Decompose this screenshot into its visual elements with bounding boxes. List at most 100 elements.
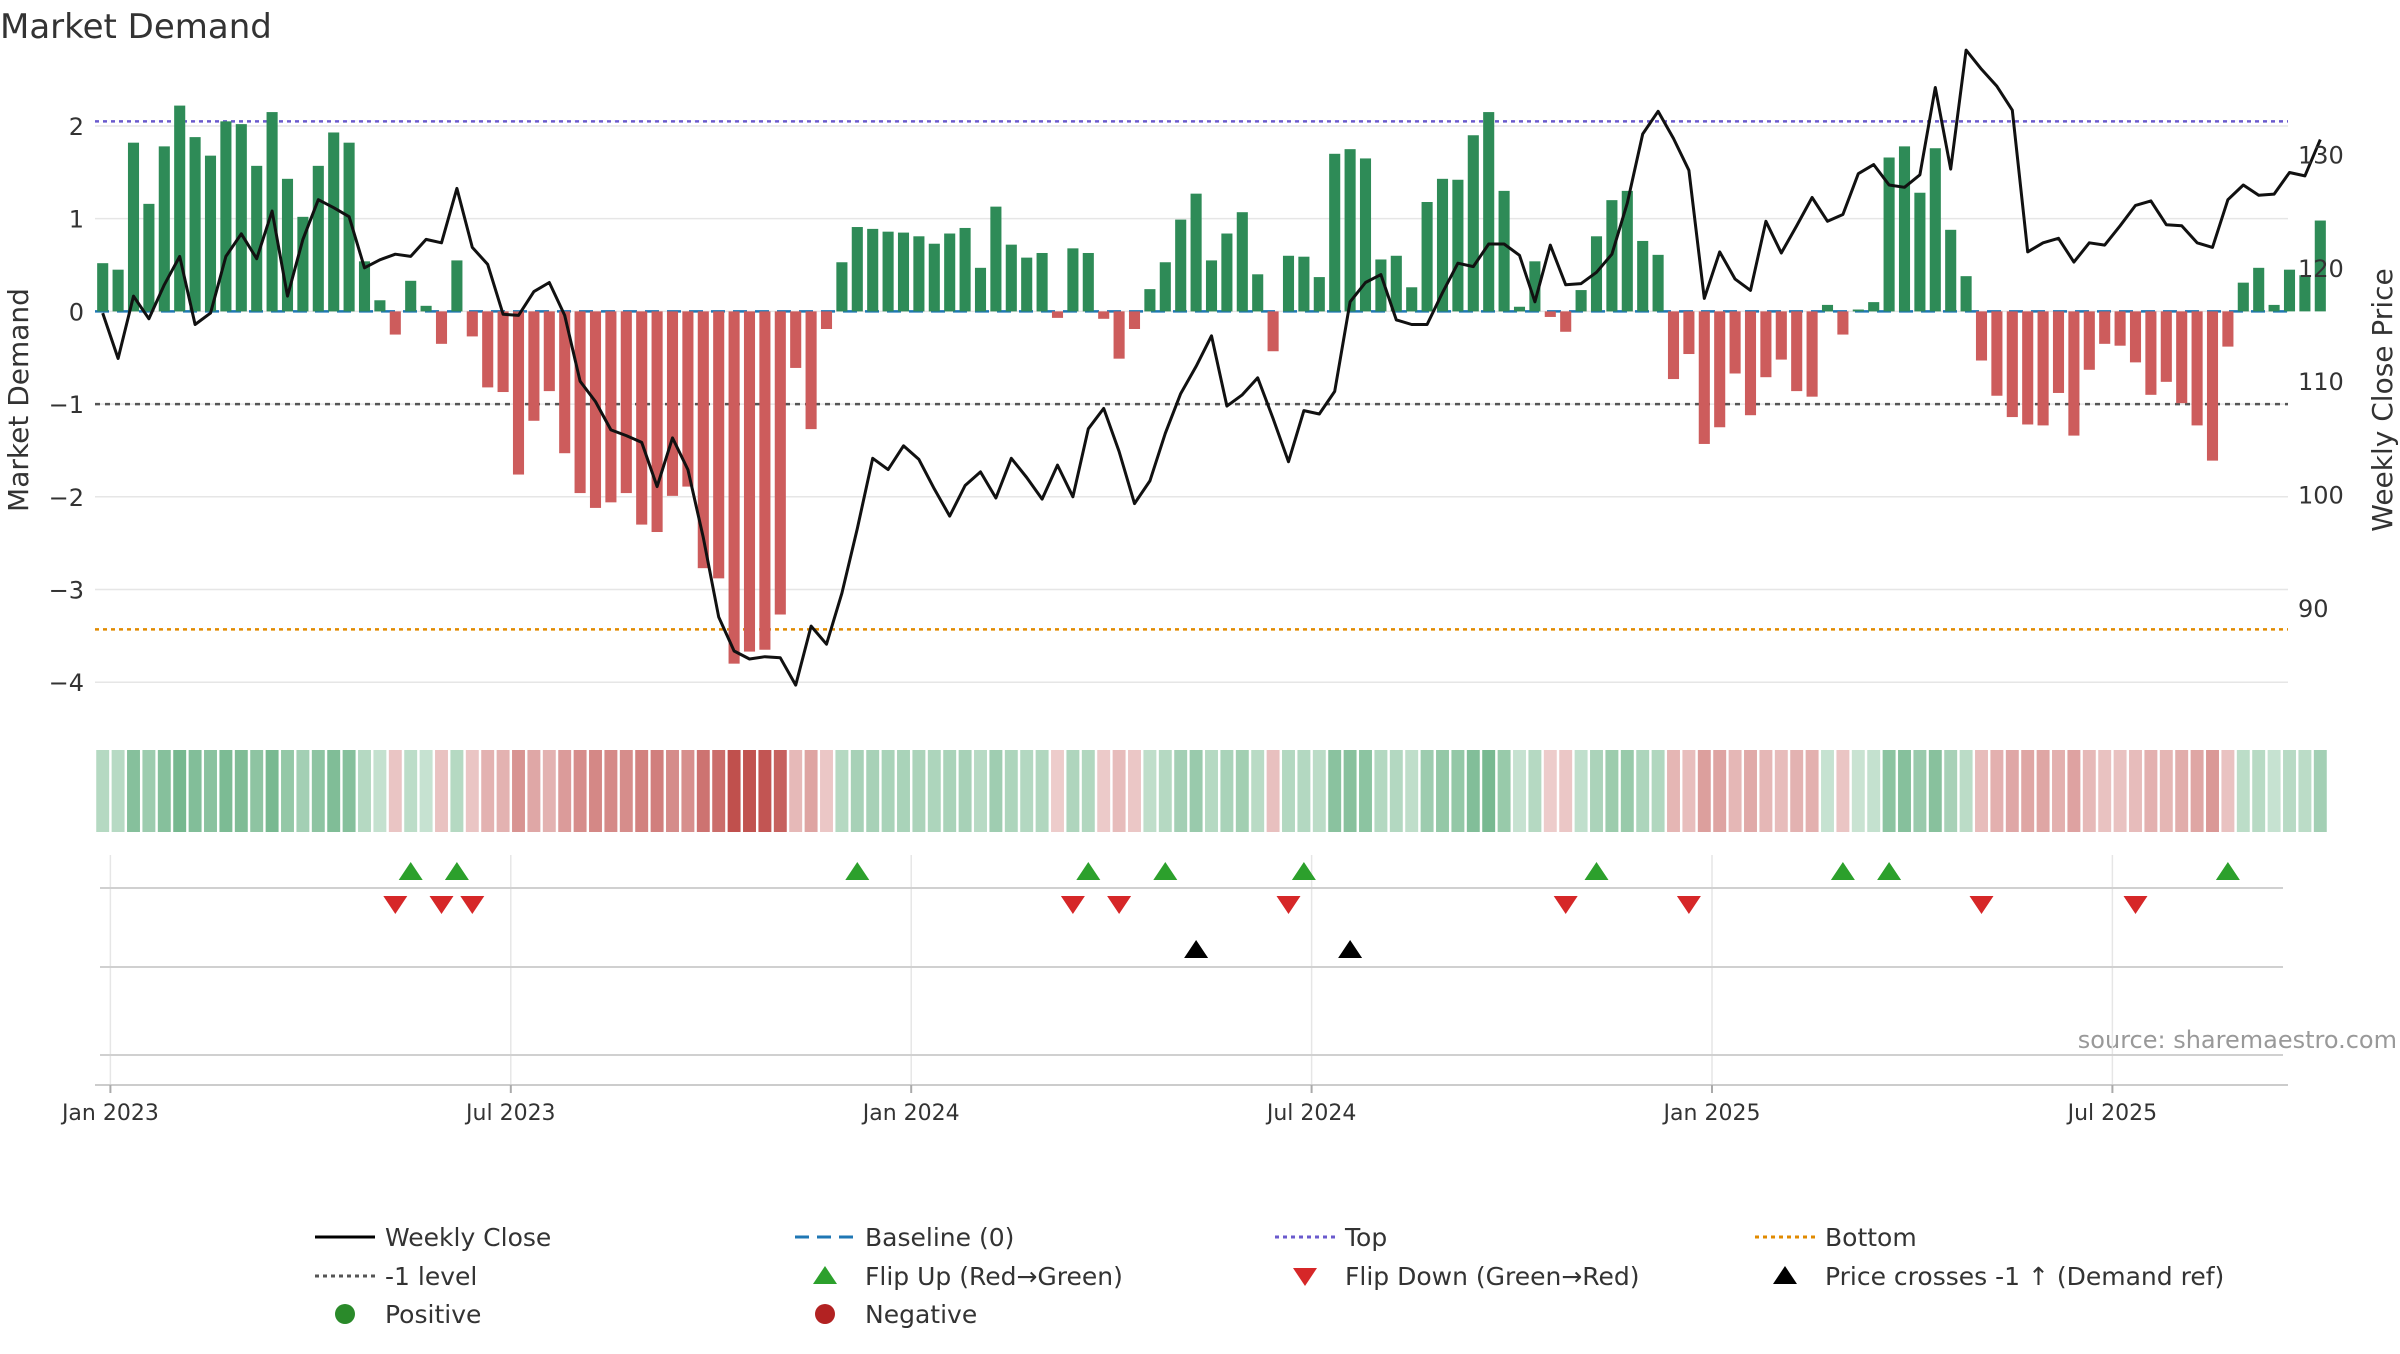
heat-cell (1174, 750, 1188, 832)
demand-bar (1144, 289, 1156, 312)
demand-bar (1406, 287, 1418, 312)
demand-bar (2206, 311, 2219, 461)
heat-cell (1882, 750, 1896, 832)
demand-bar (2129, 311, 2142, 363)
demand-bar (1513, 306, 1526, 312)
demand-bar (2237, 282, 2249, 312)
flip-down-marker (2123, 896, 2148, 914)
heat-cell (2175, 750, 2189, 832)
y-left-tick-label: 1 (69, 206, 84, 234)
demand-bar (451, 260, 463, 312)
flip-down-marker (383, 896, 408, 914)
heat-cell (1667, 750, 1680, 832)
demand-bar (1067, 248, 1079, 312)
demand-bar (1175, 219, 1187, 312)
heat-cell (820, 750, 833, 832)
x-tick-label: Jul 2023 (464, 1101, 556, 1126)
demand-bar (2114, 311, 2126, 346)
heat-cell (2190, 750, 2204, 832)
legend-swatch-triangle-up (1773, 1266, 1797, 1284)
heat-cell (1436, 750, 1449, 832)
heat-cell (465, 750, 479, 832)
heat-cell (1744, 750, 1757, 832)
heat-cell (1112, 750, 1126, 832)
heat-cell (850, 750, 864, 832)
heat-cell (558, 750, 572, 832)
event-markers (100, 862, 2283, 1056)
heat-cell (1774, 750, 1788, 832)
demand-bar (2253, 267, 2265, 312)
demand-bar (1113, 311, 1125, 359)
demand-bar (1837, 311, 1849, 335)
heat-cell (743, 750, 756, 832)
chart-title: Market Demand (0, 7, 272, 47)
heat-cell (912, 750, 926, 832)
demand-bar (1282, 255, 1295, 312)
demand-bar (1128, 311, 1141, 329)
heat-cell (635, 750, 649, 832)
heat-cell (496, 750, 510, 832)
heat-cell (2236, 750, 2250, 832)
heat-cell (1389, 750, 1403, 832)
demand-bar (820, 311, 833, 329)
demand-bar (897, 232, 910, 312)
demand-bar (1036, 252, 1048, 312)
demand-bar (2052, 311, 2065, 393)
demand-bar (1436, 178, 1449, 312)
heat-cell (1867, 750, 1881, 832)
y-left-tick-label: −3 (49, 576, 84, 604)
heat-cell (1235, 750, 1249, 832)
heat-cell (281, 750, 294, 832)
heat-cell (1266, 750, 1280, 832)
demand-bar (112, 269, 124, 312)
heat-cell (1574, 750, 1588, 832)
heat-cell (419, 750, 433, 832)
heat-cell (712, 750, 726, 832)
heat-cell (2082, 750, 2096, 832)
demand-bar (713, 311, 725, 579)
demand-bar (1159, 262, 1171, 312)
heat-cell (542, 750, 556, 832)
demand-bar (420, 305, 432, 312)
demand-bar (2160, 311, 2172, 382)
demand-bar (1929, 148, 1941, 312)
demand-bar (559, 311, 571, 454)
demand-bar (2022, 311, 2034, 425)
price-series (101, 48, 2322, 687)
demand-bar (389, 311, 401, 335)
demand-bar (1821, 304, 1834, 312)
heat-cell (1189, 750, 1203, 832)
heat-cell (250, 750, 264, 832)
demand-bar (1744, 311, 1757, 416)
y-left-tick-label: −2 (49, 484, 84, 512)
legend-label: Top (1344, 1223, 1387, 1252)
demand-bar (1390, 255, 1402, 312)
demand-bar (158, 146, 170, 312)
demand-bar (1791, 311, 1803, 392)
flip-down-marker (1060, 896, 1085, 914)
demand-bar (2068, 311, 2080, 436)
cross-marker (1184, 940, 1209, 958)
heat-cell (311, 750, 325, 832)
demand-bar (1329, 153, 1341, 312)
heat-cell (573, 750, 587, 832)
heat-cell (512, 750, 525, 832)
heat-cell (157, 750, 171, 832)
demand-bar (1575, 290, 1587, 312)
heat-cell (650, 750, 664, 832)
heat-cell (450, 750, 464, 832)
heat-cell (173, 750, 187, 832)
demand-bar (1205, 260, 1218, 312)
demand-bar (466, 311, 478, 337)
demand-bar (1683, 311, 1695, 355)
source-label: source: sharemaestro.com (2078, 1026, 2397, 1054)
heat-cell (1620, 750, 1634, 832)
demand-bar (1637, 240, 1649, 312)
heat-cell (835, 750, 849, 832)
y-left-tick-label: −4 (49, 669, 84, 697)
x-tick-label: Jan 2025 (1662, 1101, 1761, 1126)
heat-cell (234, 750, 248, 832)
legend-swatch-triangle-up (813, 1266, 837, 1284)
axis-ticks: 2 1 0 −1 −2 −3 −4 130 120 110 100 90 (49, 113, 2344, 697)
y-right-tick-label: 90 (2298, 595, 2329, 623)
